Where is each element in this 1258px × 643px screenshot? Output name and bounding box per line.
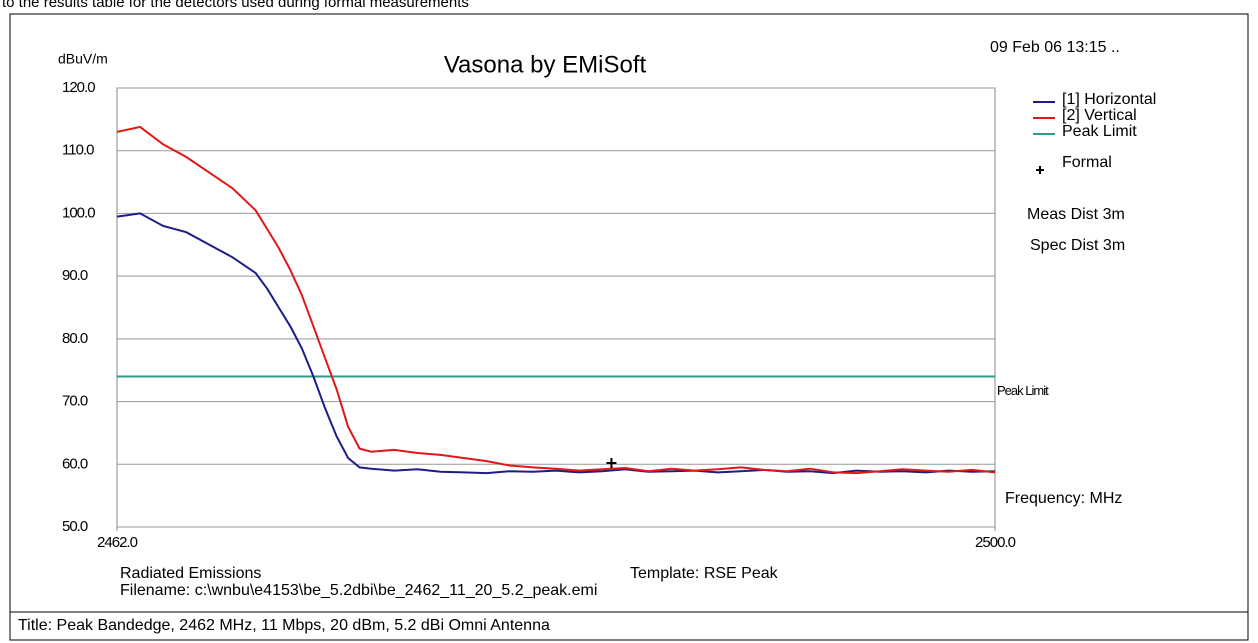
x-axis-label: Frequency: MHz (1005, 490, 1122, 507)
x-tick-label: 2462.0 (97, 534, 138, 551)
y-tick-label: 100.0 (62, 204, 95, 221)
y-axis-label: dBuV/m (58, 51, 108, 67)
note: Meas Dist 3m (1027, 206, 1125, 223)
legend-label: [2] Vertical (1062, 107, 1137, 124)
y-tick-label: 120.0 (62, 79, 95, 96)
y-tick-label: 70.0 (62, 393, 88, 410)
x-tick-label: 2500.0 (975, 534, 1016, 551)
footer: Radiated Emissions (120, 565, 261, 582)
y-tick-label: 110.0 (62, 142, 94, 159)
legend-label: [1] Horizontal (1062, 91, 1156, 108)
series-line (116, 125, 996, 475)
plot-area (116, 87, 996, 528)
legend-label: Formal (1062, 154, 1112, 171)
footer: Template: RSE Peak (630, 565, 779, 582)
intro-text: to the results table for the detectors u… (2, 0, 469, 11)
caption: Title: Peak Bandedge, 2462 MHz, 11 Mbps,… (18, 617, 550, 634)
limit-label: Peak Limit (997, 383, 1049, 398)
y-tick-label: 60.0 (62, 455, 88, 472)
chart-title: Vasona by EMiSoft (444, 51, 647, 78)
formal-point (606, 458, 617, 469)
timestamp: 09 Feb 06 13:15 .. (990, 39, 1120, 56)
y-tick-label: 90.0 (62, 267, 88, 284)
y-tick-label: 80.0 (62, 330, 88, 347)
footer: Filename: c:\wnbu\e4153\be_5.2dbi\be_246… (120, 582, 597, 599)
legend-label: Peak Limit (1062, 123, 1137, 140)
y-tick-label: 50.0 (62, 518, 88, 535)
legend-swatch (1036, 166, 1044, 174)
note: Spec Dist 3m (1030, 237, 1125, 254)
